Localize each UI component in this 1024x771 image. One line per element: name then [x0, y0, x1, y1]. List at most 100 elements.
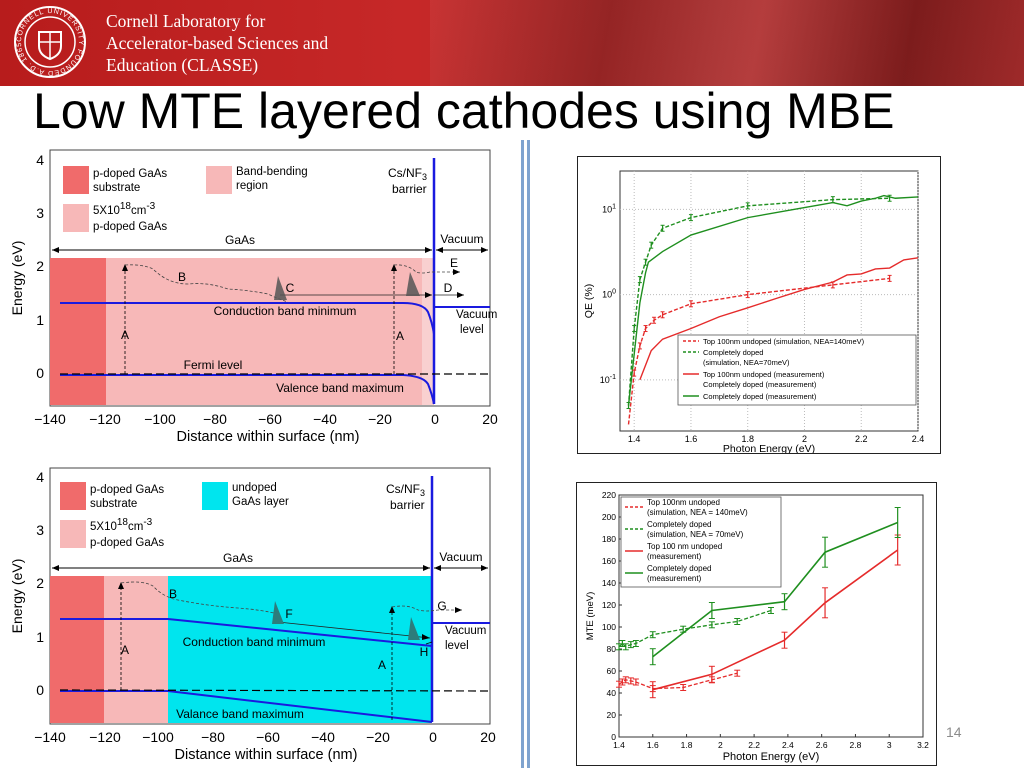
svg-text:Vacuum: Vacuum [445, 625, 486, 637]
barrier-label-2: barrier [392, 182, 427, 196]
accelerator-photo [430, 0, 1024, 86]
vacuum-level-2: level [460, 324, 484, 336]
svg-text:A: A [121, 643, 129, 657]
qe-chart: 1.4 1.6 1.8 2 2.2 2.4 101 100 10-1 Photon Energy … [577, 156, 941, 455]
letter-label: C [286, 281, 295, 295]
x-tick-label: 2.2 [748, 740, 760, 750]
svg-text:3: 3 [36, 205, 44, 221]
svg-text:Cs/NF3: Cs/NF3 [386, 482, 425, 498]
svg-text:0: 0 [431, 411, 439, 427]
qe-chart-svg: 1.4 1.6 1.8 2 2.2 2.4 101 100 10-1 Photon Energy … [583, 170, 924, 455]
x-tick-label: 1.6 [685, 434, 698, 444]
y-axis-label: Energy (eV) [9, 241, 25, 316]
mte-chart: 1.4 1.6 1.8 2 2.2 2.4 2.6 2.8 3 3.2 0 20 40 60 80 100 12… [576, 482, 937, 766]
lab-name: Cornell Laboratory for Accelerator-based… [106, 10, 328, 76]
letter-label: A [121, 328, 129, 342]
x-tick-label: 1.6 [647, 740, 659, 750]
x-tick-label: 2.6 [816, 740, 828, 750]
legend-label: (measurement) [647, 574, 702, 583]
legend-label: Top 100nm undoped [647, 498, 720, 507]
svg-text:−120: −120 [89, 729, 121, 745]
column-divider [521, 140, 530, 768]
svg-text:−100: −100 [142, 729, 174, 745]
x-axis-label: Photon Energy (eV) [723, 443, 815, 453]
vacuum-label: Vacuum [440, 232, 483, 246]
y-tick-label: 140 [602, 578, 616, 588]
svg-text:−60: −60 [256, 729, 280, 745]
svg-text:level: level [445, 640, 469, 652]
legend-doped-label: p-doped GaAs [93, 221, 167, 233]
series-line [627, 194, 919, 406]
svg-text:−20: −20 [366, 729, 390, 745]
slide-title: Low MTE layered cathodes using MBE [33, 83, 895, 139]
svg-text:−80: −80 [203, 411, 227, 427]
undoped-layer-region [168, 576, 431, 723]
legend-substrate-2: substrate [93, 182, 140, 194]
svg-text:Valance band maximum: Valance band maximum [176, 707, 304, 721]
y-axis-label: MTE (meV) [585, 592, 596, 641]
lab-name-line: Education (CLASSE) [106, 55, 259, 75]
y-tick-label: 160 [602, 556, 616, 566]
svg-text:−100: −100 [144, 411, 176, 427]
y-tick-label: 120 [602, 600, 616, 610]
barrier-label-1: Cs/NF3 [388, 166, 427, 182]
legend-swatch-undoped [202, 482, 228, 510]
legend-label: Top 100 nm undoped [647, 542, 722, 551]
svg-text:−80: −80 [201, 729, 225, 745]
x-tick-label: 2 [802, 434, 807, 444]
x-tick-label: 1.4 [628, 434, 641, 444]
legend-label: Completely doped [647, 520, 711, 529]
svg-text:0: 0 [36, 365, 44, 381]
svg-text:p-doped GaAs: p-doped GaAs [90, 484, 164, 496]
legend-bending-2: region [236, 180, 268, 192]
substrate-region [50, 258, 106, 405]
svg-text:G: G [437, 599, 446, 613]
svg-text:4: 4 [36, 469, 44, 485]
y-tick-label: 40 [607, 688, 617, 698]
doped-region [106, 258, 432, 405]
x-tick-label: 2.2 [855, 434, 868, 444]
legend-label: (simulation, NEA = 140meV) [647, 508, 748, 517]
legend-swatch-doped [63, 204, 89, 232]
cbm-label: Conduction band minimum [214, 304, 357, 318]
svg-text:20: 20 [480, 729, 496, 745]
y-ticks: 0 1 2 3 4 [36, 152, 44, 381]
svg-text:4: 4 [36, 152, 44, 168]
svg-text:−140: −140 [34, 729, 66, 745]
svg-text:A: A [378, 658, 386, 672]
legend-label: Completely doped [703, 348, 763, 357]
legend-label: Completely doped [647, 564, 711, 573]
legend-label: (simulation, NEA=70meV) [703, 358, 790, 367]
svg-text:GaAs: GaAs [223, 551, 253, 565]
svg-text:1: 1 [36, 629, 44, 645]
svg-text:20: 20 [482, 411, 498, 427]
svg-text:Distance within surface (nm): Distance within surface (nm) [175, 747, 358, 763]
header-banner: CORNELL UNIVERSITY FOUNDED A.D. 1865 Cor… [0, 0, 1024, 86]
chart-legend: Top 100nm undoped(simulation, NEA = 140m… [620, 496, 782, 588]
svg-text:0: 0 [36, 682, 44, 698]
vbm-line [60, 374, 435, 405]
svg-text:−140: −140 [34, 411, 66, 427]
y-tick-label: 0 [611, 732, 616, 742]
y-tick-label: 180 [602, 534, 616, 544]
y-tick-label: 10-1 [600, 374, 616, 385]
x-tick-label: 3.2 [917, 740, 929, 750]
y-tick-label: 100 [602, 289, 616, 300]
svg-text:2: 2 [36, 575, 44, 591]
letter-label: E [450, 256, 458, 270]
x-tick-label: 1.8 [741, 434, 754, 444]
svg-text:Conduction band minimum: Conduction band minimum [183, 635, 326, 649]
x-tick-label: 2.8 [850, 740, 862, 750]
page-number: 14 [946, 724, 962, 740]
svg-text:H: H [420, 645, 429, 659]
mte-chart-svg: 1.4 1.6 1.8 2 2.2 2.4 2.6 2.8 3 3.2 0 20 40 60 80 100 12… [585, 490, 929, 763]
band-diagram-bottom: GaAs Vacuum p-doped GaAs substrate undop… [8, 462, 506, 766]
legend-label: (simulation, NEA = 70meV) [647, 530, 744, 539]
legend-label: Completely doped (measurement) [703, 392, 817, 401]
chart-legend: Top 100nm undoped (simulation, NEA=140me… [677, 334, 917, 406]
lab-name-line: Accelerator-based Sciences and [106, 33, 329, 53]
legend-label: (measurement) [647, 552, 702, 561]
svg-text:−120: −120 [89, 411, 121, 427]
band-diagram-top: GaAs Vacuum p-doped GaAs substrate Band-… [8, 144, 506, 450]
svg-text:−40: −40 [311, 729, 335, 745]
